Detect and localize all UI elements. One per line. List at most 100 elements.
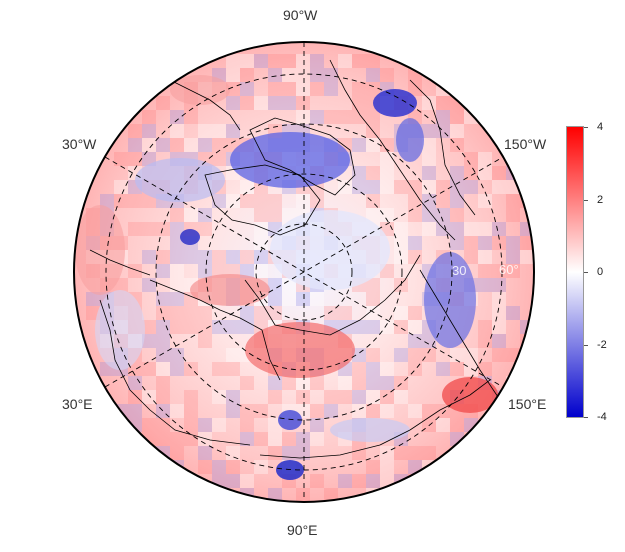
grid-cell [240, 264, 254, 278]
grid-cell [142, 138, 156, 152]
grid-cell [366, 306, 380, 320]
grid-cell [450, 110, 464, 124]
coastlines [89, 59, 501, 459]
grid-cell [352, 54, 366, 68]
grid-cell [240, 250, 254, 264]
grid-cell [156, 418, 170, 432]
grid-cell [478, 278, 492, 292]
grid-cell [380, 208, 394, 222]
grid-cell [450, 362, 464, 376]
grid-cell [520, 348, 534, 362]
grid-cell [366, 208, 380, 222]
grid-cell [352, 348, 366, 362]
grid-cell [338, 306, 352, 320]
grid-cell [212, 138, 226, 152]
grid-cell [338, 180, 352, 194]
grid-cell [492, 278, 506, 292]
grid-cell [492, 236, 506, 250]
grid-cell [128, 138, 142, 152]
grid-cell [240, 180, 254, 194]
grid-cell [422, 404, 436, 418]
grid-cell [156, 96, 170, 110]
grid-cell [142, 418, 156, 432]
grid-cell [310, 474, 324, 488]
anomaly-patch [135, 158, 225, 202]
grid-cell [156, 348, 170, 362]
grid-cell [464, 152, 478, 166]
grid-cell [282, 432, 296, 446]
grid-cell [198, 460, 212, 474]
grid-cell [226, 474, 240, 488]
grid-cell [198, 418, 212, 432]
grid-cell [282, 376, 296, 390]
grid-cell [506, 236, 520, 250]
grid-cell [170, 362, 184, 376]
grid-cell [436, 96, 450, 110]
grid-cell [184, 390, 198, 404]
grid-cell [450, 236, 464, 250]
grid-cell [408, 82, 422, 96]
grid-cell [408, 180, 422, 194]
grid-cell [366, 320, 380, 334]
grid-cell [450, 194, 464, 208]
grid-cell [268, 292, 282, 306]
grid-cell [352, 138, 366, 152]
colorbar-tickmark [584, 127, 588, 128]
grid-cell [310, 432, 324, 446]
grid-cell [380, 376, 394, 390]
grid-cell [226, 68, 240, 82]
grid-cell [366, 180, 380, 194]
grid-cell [156, 432, 170, 446]
grid-cell [240, 418, 254, 432]
grid-cell [240, 376, 254, 390]
grid-cell [408, 460, 422, 474]
grid-cell [310, 110, 324, 124]
grid-cell [240, 68, 254, 82]
grid-cell [324, 82, 338, 96]
grid-cell [520, 250, 534, 264]
grid-cell [324, 390, 338, 404]
grid-cell [156, 334, 170, 348]
grid-cell [380, 138, 394, 152]
grid-cell [240, 82, 254, 96]
grid-cell [142, 124, 156, 138]
grid-cell [352, 474, 366, 488]
grid-cell [156, 376, 170, 390]
grid-cell [198, 446, 212, 460]
grid-cell [380, 446, 394, 460]
grid-cell [170, 264, 184, 278]
grid-cell [394, 446, 408, 460]
grid-cell [212, 460, 226, 474]
grid-cell [394, 320, 408, 334]
grid-cell [240, 306, 254, 320]
grid-cell [170, 404, 184, 418]
grid-cell [366, 474, 380, 488]
grid-cell [240, 96, 254, 110]
grid-cell [464, 236, 478, 250]
grid-cell [394, 250, 408, 264]
grid-cell [310, 68, 324, 82]
grid-cell [478, 194, 492, 208]
grid-cell [408, 320, 422, 334]
grid-cell [198, 222, 212, 236]
grid-cell [380, 390, 394, 404]
grid-cell [142, 320, 156, 334]
grid-cell [492, 166, 506, 180]
anomaly-patch [278, 410, 302, 430]
grid-cell [114, 194, 128, 208]
anomaly-patch [170, 75, 230, 105]
grid-cell [142, 250, 156, 264]
grid-cell [226, 446, 240, 460]
grid-cell [254, 264, 268, 278]
grid-cell [156, 138, 170, 152]
grid-cell [464, 110, 478, 124]
grid-cell [436, 418, 450, 432]
grid-cell [422, 152, 436, 166]
map-border [73, 41, 535, 503]
grid-cell [324, 68, 338, 82]
anomaly-patch [270, 210, 390, 290]
anomaly-patch [276, 460, 304, 480]
grid-cell [352, 362, 366, 376]
grid-cell [226, 362, 240, 376]
